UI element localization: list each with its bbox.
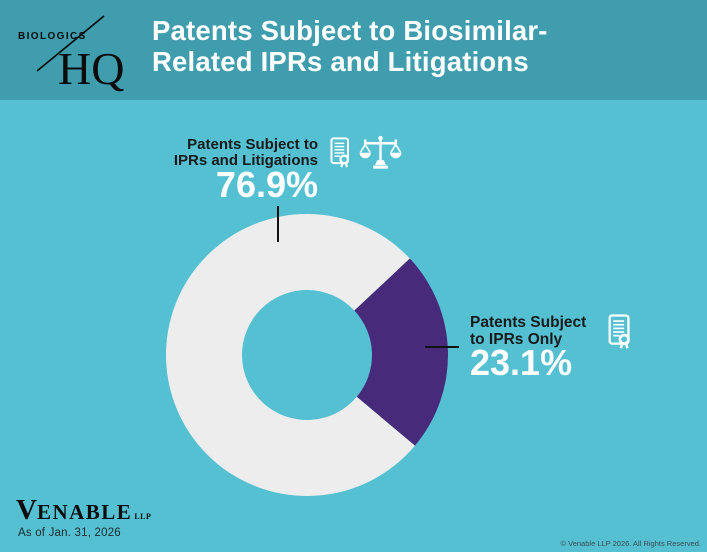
page-title-line1: Patents Subject to Biosimilar-: [152, 15, 548, 46]
callout-right-line2: to IPRs Only: [470, 331, 563, 348]
callout-left-line1: Patents Subject to: [187, 136, 318, 153]
logo-hq-text: HQ: [58, 43, 124, 94]
page-title-line2: Related IPRs and Litigations: [152, 46, 529, 77]
donut-slice: [354, 258, 448, 446]
donut-chart: [166, 214, 448, 496]
venable-logo-initial: V: [16, 494, 37, 526]
venable-logo-llp: LLP: [134, 512, 152, 521]
as-of-date: As of Jan. 31, 2026: [18, 527, 121, 539]
callout-iprs-only: Patents Subject to IPRs Only: [470, 314, 670, 348]
callout-right-line1: Patents Subject: [470, 314, 587, 331]
callout-left-value: 76.9%: [215, 164, 318, 205]
venable-logo-rest: ENABLE: [36, 500, 133, 524]
scales-of-justice-icon: [359, 135, 402, 170]
leader-line-right: [425, 346, 459, 348]
logo-slash-line: [36, 15, 105, 72]
header-band: BIOLOGICS HQ Patents Subject to Biosimil…: [0, 0, 707, 100]
copyright-notice: © Venable LLP 2026. All Rights Reserved.: [560, 539, 701, 548]
callout-iprs-and-litigations: Patents Subject to IPRs and Litigations: [148, 137, 318, 168]
logo-biologics-text: BIOLOGICS: [18, 31, 87, 42]
callout-left-line2: IPRs and Litigations: [173, 151, 318, 169]
page-title: Patents Subject to Biosimilar- Related I…: [152, 15, 612, 77]
biologics-hq-logo: BIOLOGICS HQ: [18, 15, 124, 94]
callout-right-value: 23.1%: [470, 342, 573, 383]
leader-line-left: [277, 206, 279, 242]
certificate-icon: [608, 314, 630, 350]
donut-slice: [166, 214, 416, 496]
venable-logo: VENABLE LLP: [16, 496, 151, 525]
certificate-icon: [330, 137, 350, 169]
